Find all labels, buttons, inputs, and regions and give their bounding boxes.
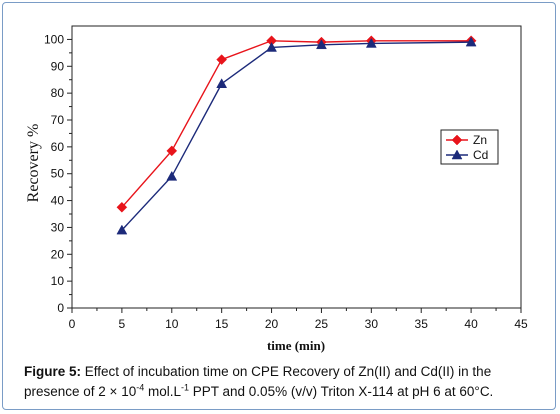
- legend-label-cd: Cd: [473, 148, 488, 162]
- x-tick-label: 45: [514, 317, 528, 331]
- figure-frame: [2, 2, 556, 410]
- legend-label-zn: Zn: [473, 133, 487, 147]
- data-point-cd: [465, 36, 477, 47]
- caption-sup-1: -4: [136, 382, 145, 393]
- legend-marker-zn: [451, 134, 463, 146]
- data-point-cd: [266, 41, 277, 52]
- series-line-cd: [121, 41, 472, 231]
- data-point-cd: [166, 170, 178, 181]
- x-tick-label: 35: [415, 317, 429, 331]
- y-tick-label: 30: [51, 220, 65, 234]
- x-axis-label: time (min): [267, 338, 325, 353]
- y-tick-label: 60: [51, 140, 65, 154]
- y-tick-label: 20: [51, 247, 65, 261]
- y-tick-label: 100: [44, 32, 64, 46]
- x-tick-label: 5: [119, 317, 126, 331]
- plot-frame: [71, 25, 522, 309]
- x-tick-label: 0: [69, 317, 76, 331]
- y-tick-label: 40: [51, 194, 65, 208]
- x-tick-label: 15: [215, 317, 229, 331]
- x-tick-label: 30: [365, 317, 379, 331]
- data-point-cd: [365, 37, 377, 48]
- data-point-zn: [116, 201, 128, 213]
- x-tick-label: 25: [315, 317, 329, 331]
- data-point-cd: [316, 39, 327, 50]
- chart-axes: 0 5 10 15 20 25 30 35 40 45 0 10 20 30 40 50 60 70 80 90 100: [44, 25, 528, 331]
- y-tick-label: 90: [51, 59, 65, 73]
- x-tick-label: 20: [265, 317, 279, 331]
- y-tick-label: 10: [51, 274, 65, 288]
- figure-caption: Figure 5: Effect of incubation time on C…: [24, 362, 544, 402]
- caption-text-1: Effect of incubation time on CPE Recover…: [24, 364, 492, 399]
- y-tick-label: 0: [57, 301, 64, 315]
- caption-text-2: mol.L: [144, 384, 181, 399]
- chart-series: [116, 35, 477, 235]
- y-tick-label: 50: [51, 167, 65, 181]
- y-axis-label: Recovery %: [25, 124, 42, 203]
- legend-marker-cd: [451, 149, 463, 160]
- caption-lead: Figure 5:: [24, 364, 82, 379]
- y-tick-label: 70: [51, 113, 65, 127]
- x-tick-label: 40: [464, 317, 478, 331]
- x-tick-label: 10: [165, 317, 179, 331]
- recovery-chart: 0 5 10 15 20 25 30 35 40 45 0 10 20 30 40 50 60 70 80 90 100…: [25, 25, 528, 353]
- y-tick-label: 80: [51, 86, 65, 100]
- series-line-zn: [121, 40, 472, 208]
- data-point-cd: [216, 78, 228, 88]
- caption-text-3: PPT and 0.05% (v/v) Triton X-114 at pH 6…: [189, 384, 494, 399]
- data-point-zn: [216, 54, 228, 65]
- caption-sup-2: -1: [181, 382, 190, 393]
- data-point-zn: [166, 145, 178, 157]
- legend-box: [440, 129, 499, 165]
- data-point-cd: [116, 224, 128, 235]
